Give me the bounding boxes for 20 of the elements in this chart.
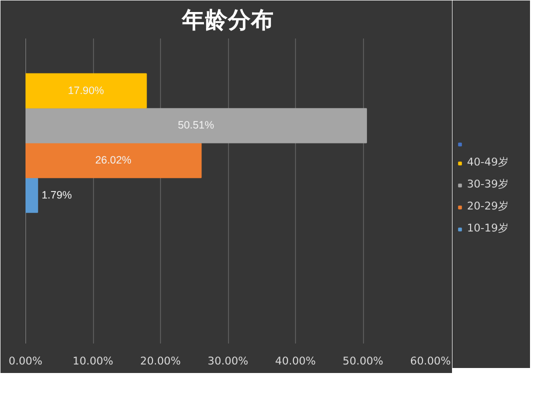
legend-label: 10-19岁 [467,222,509,236]
x-tick-label: 30.00% [208,354,248,368]
data-label: 1.79% [42,189,72,202]
legend-label: 40-49岁 [467,156,509,170]
chart-title: 年龄分布 [181,8,274,34]
x-tick-label: 0.00% [8,354,42,368]
x-tick-label: 50.00% [342,354,384,368]
x-tick-label: 40.00% [275,354,316,368]
bar [26,108,367,144]
bar [26,178,38,213]
x-tick-label: 60.00% [410,354,451,368]
bar [26,142,202,178]
legend-label: 30-39岁 [467,178,509,192]
x-tick-label: 10.00% [72,354,114,368]
bar [26,73,147,108]
data-label: 50.51% [178,120,215,132]
legend-label: 20-29岁 [467,200,509,214]
data-label: 17.90% [68,84,105,97]
data-label: 26.02% [95,154,132,166]
x-tick-label: 20.00% [140,354,181,368]
